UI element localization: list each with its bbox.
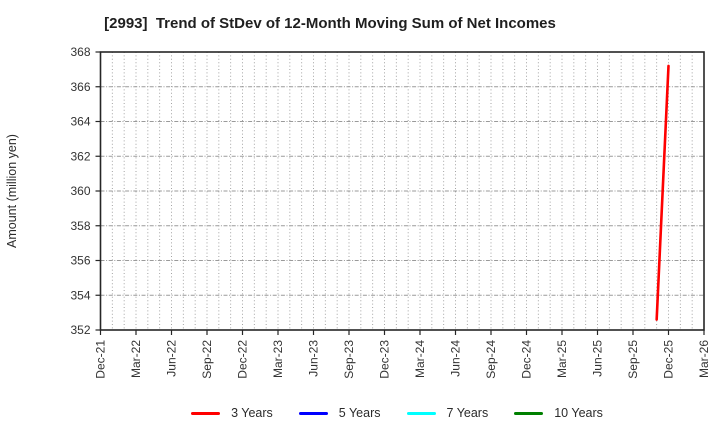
chart-plot-area: 352 354 356 358 360 362 364 366 368 Dec-21 Mar-22… <box>5 45 712 379</box>
legend-swatch-7-years <box>406 412 436 416</box>
y-tick-label: 368 <box>70 45 90 59</box>
legend-item-3-years: 3 Years <box>191 407 273 421</box>
legend-item-5-years: 5 Years <box>298 406 381 421</box>
x-tick-label: Mar-22 <box>129 340 143 378</box>
x-tick-label: Mar-24 <box>413 340 427 378</box>
y-tick-label: 358 <box>70 219 90 233</box>
x-tick-label: Dec-22 <box>236 340 250 379</box>
x-tick-label: Sep-23 <box>342 340 356 379</box>
y-axis-label: Amount (million yen) <box>5 134 19 248</box>
x-tick-labels: Dec-21 Mar-22 Jun-22 Sep-22 Dec-22 Mar-23 Jun-… <box>94 340 712 379</box>
x-tick-label: Sep-22 <box>200 340 214 379</box>
x-tick-label: Mar-23 <box>271 340 285 378</box>
x-tick-label: Jun-24 <box>449 340 463 377</box>
x-tick-label: Jun-23 <box>307 340 321 377</box>
x-tick-label: Mar-25 <box>555 340 569 378</box>
x-tick-label: Dec-25 <box>662 340 676 379</box>
x-tick-label: Sep-24 <box>484 340 498 379</box>
x-tick-label: Jun-25 <box>591 340 605 377</box>
legend-item-10-years: 10 Years <box>514 407 603 421</box>
y-tick-label: 360 <box>70 184 90 198</box>
axis-ticks <box>95 51 705 335</box>
chart-title: [2993] Trend of StDev of 12-Month Moving… <box>104 15 556 32</box>
y-tick-label: 362 <box>70 149 90 163</box>
y-tick-label: 364 <box>70 115 90 129</box>
legend-label-3-years: 3 Years <box>231 406 273 420</box>
legend-swatch-10-years <box>514 412 544 416</box>
legend-swatch-3-years <box>191 412 221 416</box>
x-tick-label: Dec-23 <box>378 340 392 379</box>
x-tick-label: Dec-21 <box>94 340 108 379</box>
x-tick-label: Jun-22 <box>165 340 179 377</box>
legend-label-5-years: 5 Years <box>338 406 381 420</box>
y-tick-label: 354 <box>70 288 90 302</box>
series-line-3-years <box>655 64 670 321</box>
x-tick-label: Mar-26 <box>697 340 711 378</box>
y-tick-label: 356 <box>70 254 90 268</box>
y-tick-label: 366 <box>70 80 90 94</box>
vertical-gridlines <box>111 52 693 330</box>
x-tick-label: Sep-25 <box>626 340 640 379</box>
series-lines <box>655 64 670 321</box>
x-tick-label: Dec-24 <box>520 340 534 379</box>
horizontal-gridlines <box>100 86 704 296</box>
legend-swatch-5-years <box>298 412 328 416</box>
legend-label-10-years: 10 Years <box>554 406 603 420</box>
legend-label-7-years: 7 Years <box>446 406 489 420</box>
y-tick-labels: 352 354 356 358 360 362 364 366 368 <box>70 45 90 337</box>
chart-legend: 3 Years 5 Years 7 Years 10 Years <box>74 407 720 421</box>
y-tick-label: 352 <box>70 323 90 337</box>
legend-item-7-years: 7 Years <box>406 406 489 421</box>
